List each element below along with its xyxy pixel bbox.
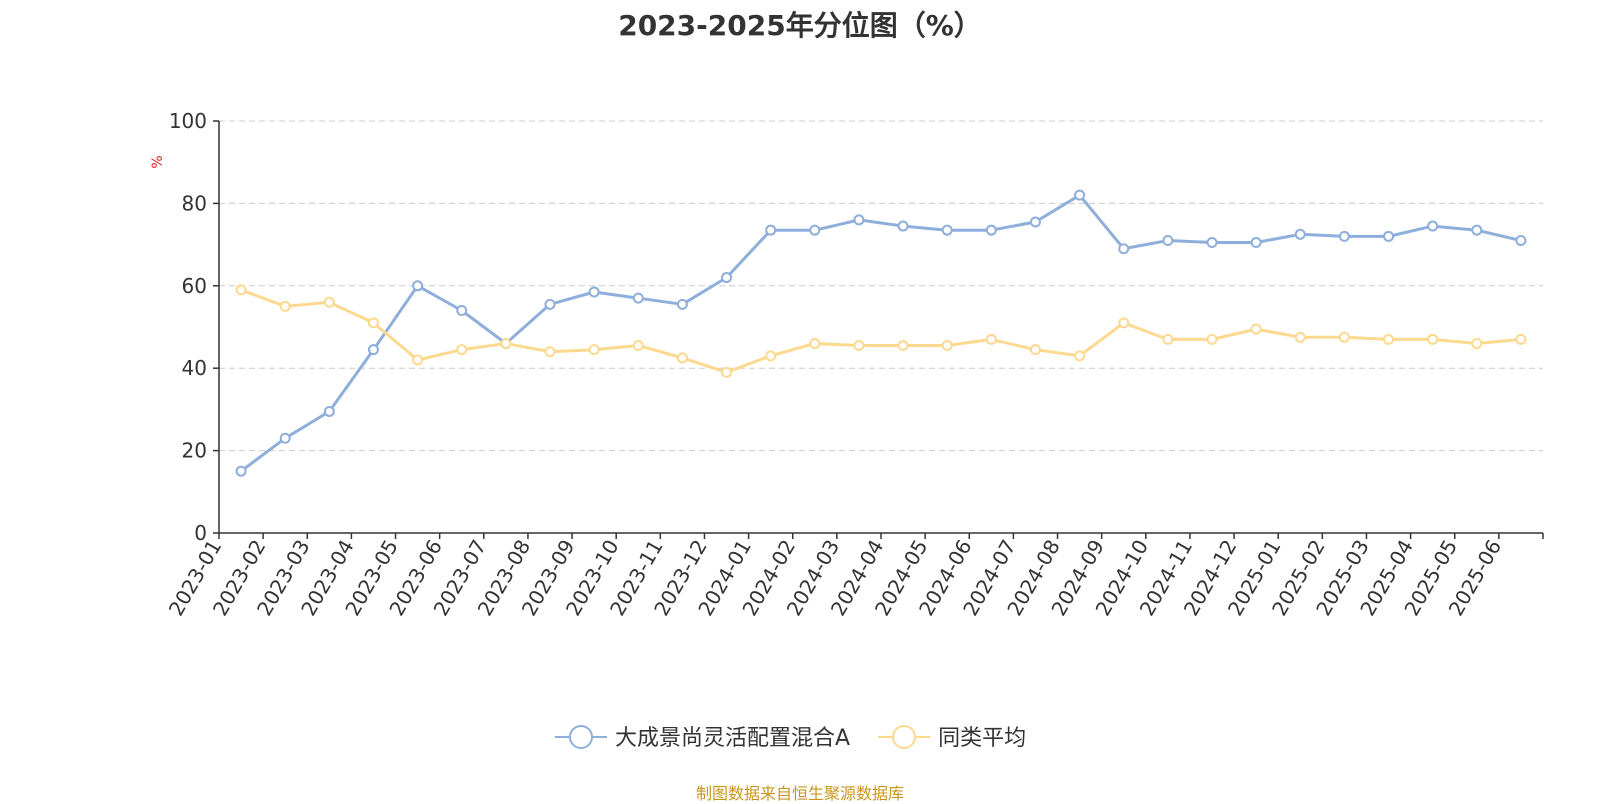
data-point [1162, 333, 1174, 345]
data-point [367, 344, 379, 356]
data-point [985, 333, 997, 345]
y-tick-label: 20 [182, 439, 207, 463]
data-point [721, 366, 733, 378]
data-point [1427, 220, 1439, 232]
data-point [456, 344, 468, 356]
y-tick-label: 60 [182, 274, 207, 298]
legend-label: 大成景尚灵活配置混合A [615, 726, 850, 751]
data-point [1029, 344, 1041, 356]
data-point [1250, 237, 1262, 249]
series-line [240, 193, 1522, 473]
legend-item-1[interactable]: 大成景尚灵活配置混合A [555, 725, 850, 751]
data-point [367, 317, 379, 329]
data-point [1471, 337, 1483, 349]
data-point [1074, 350, 1086, 362]
series-2 [235, 284, 1527, 378]
data-point [544, 298, 556, 310]
data-point [500, 337, 512, 349]
data-point [853, 340, 865, 352]
legend-item-2[interactable]: 同类平均 [878, 725, 1026, 751]
data-point [941, 340, 953, 352]
data-point [1250, 323, 1262, 335]
data-point [1383, 230, 1395, 242]
data-point [323, 405, 335, 417]
data-point [941, 224, 953, 236]
data-point [632, 292, 644, 304]
data-point [235, 284, 247, 296]
y-axis-label: % [150, 155, 166, 168]
data-point [1515, 333, 1527, 345]
data-point [1427, 333, 1439, 345]
data-point [412, 280, 424, 292]
grid-lines [219, 120, 1543, 452]
data-point [809, 337, 821, 349]
series-lines [235, 189, 1527, 477]
data-point [1294, 228, 1306, 240]
data-point [897, 220, 909, 232]
data-point [588, 286, 600, 298]
data-point [1074, 189, 1086, 201]
data-point [1338, 230, 1350, 242]
series-1 [235, 189, 1527, 477]
data-point [721, 272, 733, 284]
data-point [1383, 333, 1395, 345]
data-point [1515, 234, 1527, 246]
legend[interactable]: 大成景尚灵活配置混合A 同类平均 [555, 725, 1026, 751]
axes: 020406080100%2023-012023-022023-032023-0… [150, 109, 1544, 620]
data-point [235, 465, 247, 477]
data-point [676, 352, 688, 364]
data-point [279, 300, 291, 312]
data-point [1162, 234, 1174, 246]
data-point [676, 298, 688, 310]
data-point [765, 224, 777, 236]
series-line [240, 288, 1522, 374]
data-point [765, 350, 777, 362]
data-point [985, 224, 997, 236]
data-point [279, 432, 291, 444]
data-point [1029, 216, 1041, 228]
data-point [632, 340, 644, 352]
y-tick-label: 0 [194, 521, 207, 545]
data-point [1206, 333, 1218, 345]
legend-marker-icon [892, 725, 917, 749]
data-point [853, 214, 865, 226]
legend-marker-icon [569, 725, 593, 749]
data-point [897, 340, 909, 352]
chart-title: 2023-2025年分位图（%） [618, 9, 982, 42]
data-point [456, 305, 468, 317]
data-point [323, 296, 335, 308]
data-point [412, 354, 424, 366]
data-point [544, 346, 556, 358]
y-tick-label: 40 [182, 356, 207, 380]
data-point [588, 344, 600, 356]
data-point [1471, 224, 1483, 236]
data-point [1206, 237, 1218, 249]
y-tick-label: 80 [182, 191, 207, 215]
legend-label: 同类平均 [938, 726, 1026, 751]
data-point [1294, 331, 1306, 343]
data-point [809, 224, 821, 236]
data-point [1118, 317, 1130, 329]
source-note: 制图数据来自恒生聚源数据库 [695, 784, 904, 803]
data-point [1118, 243, 1130, 255]
y-tick-label: 100 [169, 109, 207, 133]
data-point [1338, 331, 1350, 343]
